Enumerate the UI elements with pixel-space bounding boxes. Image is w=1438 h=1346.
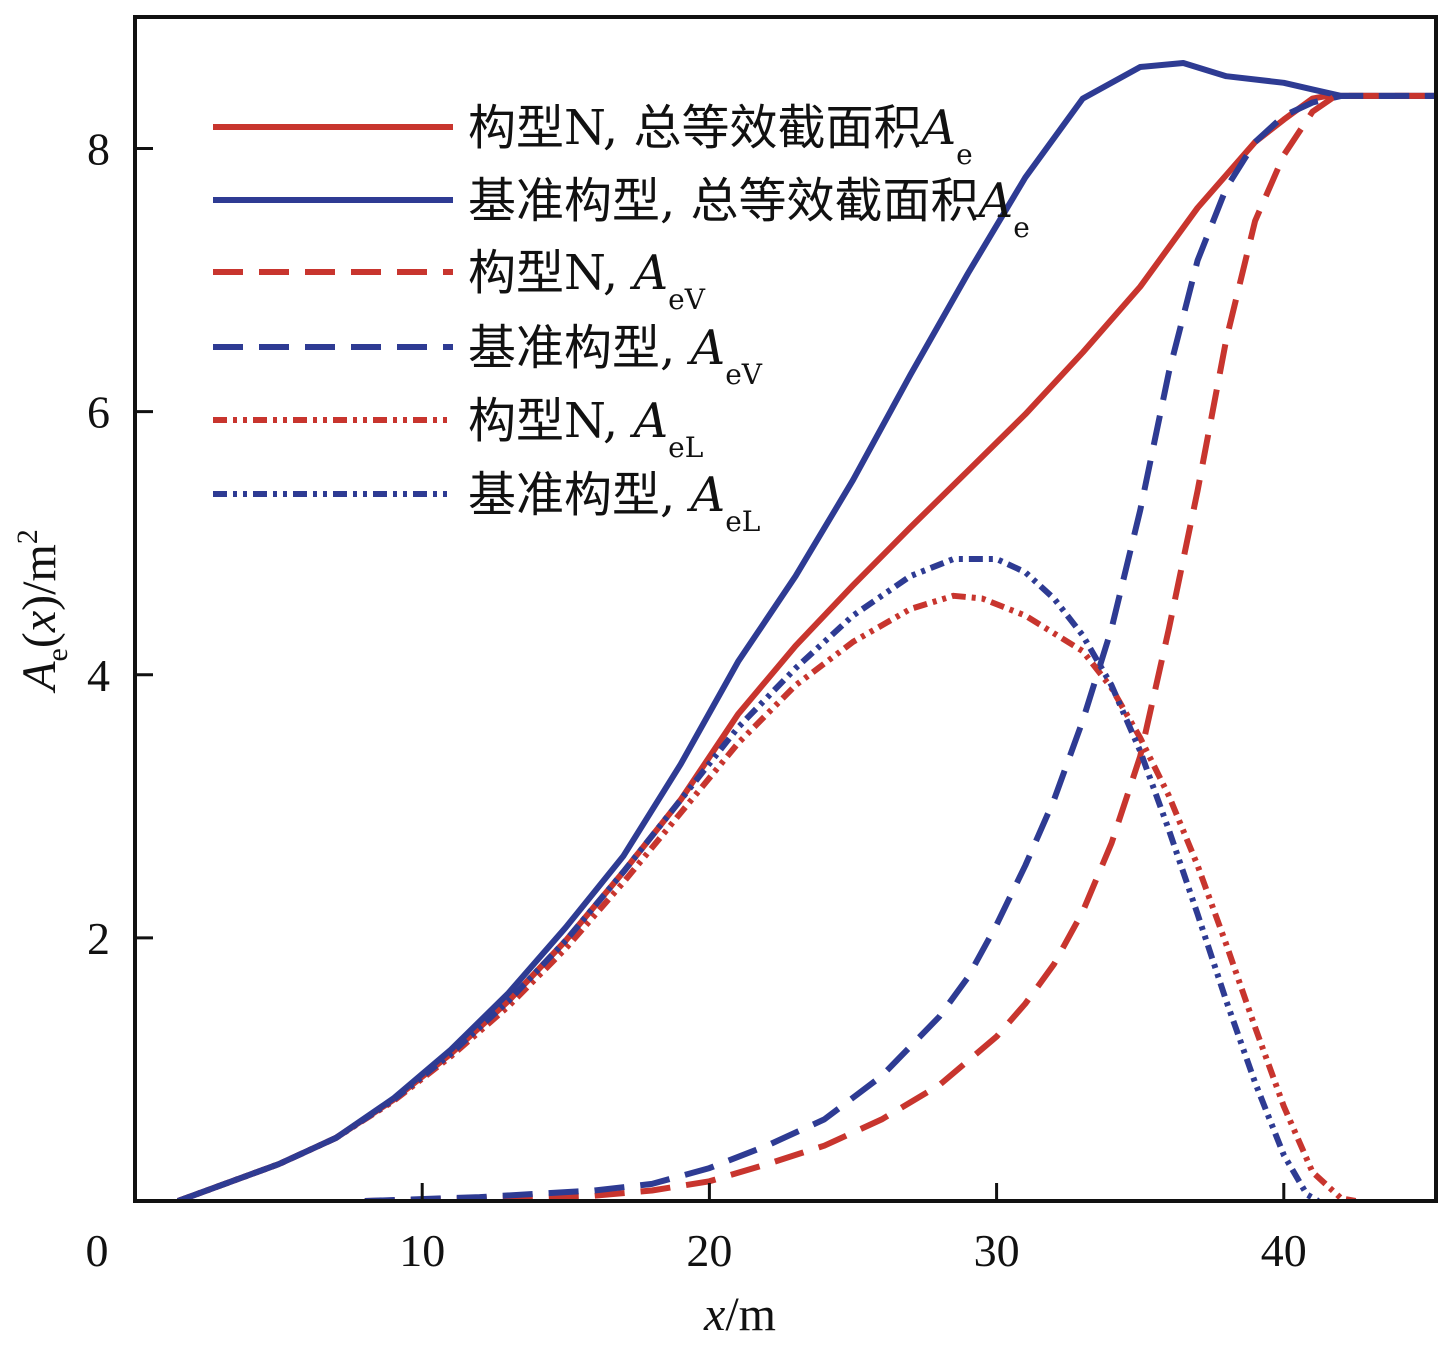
x-axis-unit: /m xyxy=(725,1288,776,1341)
y-tick-label: 4 xyxy=(87,650,110,701)
y-axis-subscript: e xyxy=(41,648,74,661)
x-tick-label: 30 xyxy=(974,1225,1020,1276)
series-line-n-aev xyxy=(364,92,1436,1201)
y-axis-arg: x xyxy=(13,611,66,633)
legend-label: 构型N, AeL xyxy=(468,393,703,464)
legend-label: 基准构型, 总等效截面积Ae xyxy=(468,173,1030,244)
x-axis-symbol: x xyxy=(703,1288,725,1341)
x-tick-label: 40 xyxy=(1261,1225,1307,1276)
series-line-base-total xyxy=(177,60,1436,1201)
y-tick-label: 2 xyxy=(87,913,110,964)
series-line-base-aev xyxy=(364,92,1436,1201)
y-axis-open-paren: ( xyxy=(13,632,66,648)
legend-label: 基准构型, AeL xyxy=(468,467,760,538)
legend-item-base-ael: 基准构型, AeL xyxy=(213,467,760,538)
legend-item-base-total: 基准构型, 总等效截面积Ae xyxy=(213,173,1030,244)
y-axis-symbol: A xyxy=(13,661,66,694)
legend-label: 构型N, AeV xyxy=(468,245,706,316)
ticks-layer: 0 10 20 30 40 2 4 6 8 xyxy=(86,124,1307,1276)
y-axis-superscript: 2 xyxy=(11,529,44,544)
legend-item-n-total: 构型N, 总等效截面积Ae xyxy=(213,100,973,171)
x-tick-label: 10 xyxy=(399,1225,445,1276)
legend-item-n-ael: 构型N, AeL xyxy=(213,393,703,464)
legend-item-n-aev: 构型N, AeV xyxy=(213,245,706,316)
y-tick-label: 6 xyxy=(87,387,110,438)
legend-label: 构型N, 总等效截面积Ae xyxy=(468,100,973,171)
x-axis-title: x/m xyxy=(703,1288,776,1341)
series-layer xyxy=(177,60,1436,1201)
series-line-base-ael xyxy=(177,556,1320,1201)
plot-frame xyxy=(133,15,1438,1203)
x-tick-label: 0 xyxy=(86,1225,109,1276)
y-axis-title: Ae(x)/m2 xyxy=(11,529,74,694)
y-tick-label: 8 xyxy=(87,124,110,175)
series-line-n-ael xyxy=(177,592,1357,1201)
x-tick-label: 20 xyxy=(686,1225,732,1276)
legend-item-base-aev: 基准构型, AeV xyxy=(213,320,763,391)
y-axis-unit: )/m xyxy=(13,544,66,611)
legend-label: 基准构型, AeV xyxy=(468,320,763,391)
